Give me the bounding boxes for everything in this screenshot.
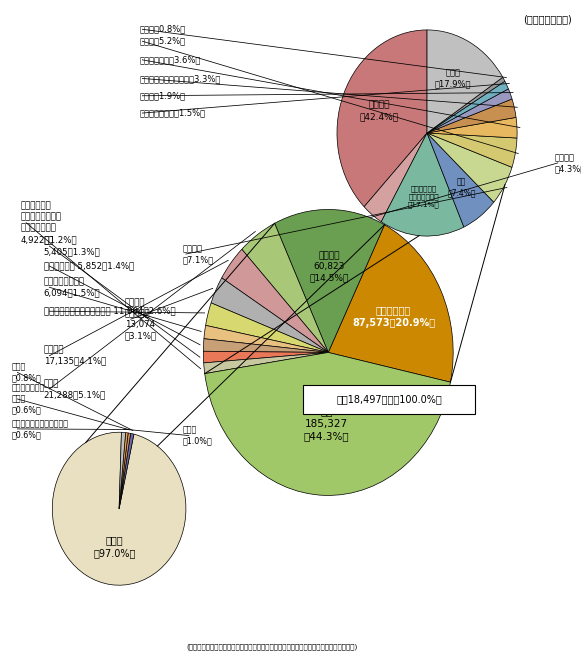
Wedge shape xyxy=(211,278,328,352)
Text: 鉱業
（7.4%）: 鉱業 （7.4%） xyxy=(447,177,476,198)
Wedge shape xyxy=(222,249,328,352)
Wedge shape xyxy=(381,133,464,236)
Wedge shape xyxy=(119,432,125,509)
Wedge shape xyxy=(427,77,505,133)
Wedge shape xyxy=(203,351,328,363)
Wedge shape xyxy=(427,133,517,168)
Text: 廃酸
5,405（1.3%）: 廃酸 5,405（1.3%） xyxy=(44,236,101,256)
Text: (単位：千ｔ／年): (単位：千ｔ／年) xyxy=(523,15,572,25)
Wedge shape xyxy=(427,99,516,133)
Text: 電気業（0.8%）: 電気業（0.8%） xyxy=(139,25,186,34)
Text: 化学工業
（7.1%）: 化学工業 （7.1%） xyxy=(183,244,214,264)
Wedge shape xyxy=(204,352,328,374)
Wedge shape xyxy=(119,434,134,509)
Text: 汚泥
185,327
（44.3%）: 汚泥 185,327 （44.3%） xyxy=(303,406,349,442)
Wedge shape xyxy=(119,433,128,509)
Text: がれき類
60,823
（14.5%）: がれき類 60,823 （14.5%） xyxy=(310,251,349,282)
Text: その他
（17.9%）: その他 （17.9%） xyxy=(435,68,471,88)
Text: その他
（1.0%）: その他 （1.0%） xyxy=(183,426,213,446)
Wedge shape xyxy=(427,133,512,202)
Text: (出典：環境省「産業廃棄物排出・処理状況調査報告書（平成１８年度実績）」より作成): (出典：環境省「産業廃棄物排出・処理状況調査報告書（平成１８年度実績）」より作成… xyxy=(186,644,357,650)
Text: 動物のふん尿
87,573（20.9%）: 動物のふん尿 87,573（20.9%） xyxy=(352,305,435,328)
Text: その他の
産業廃棄物
13,074
（3.1%）: その他の 産業廃棄物 13,074 （3.1%） xyxy=(125,298,157,340)
Text: 窯業・土石製品製造業（3.3%）: 窯業・土石製品製造業（3.3%） xyxy=(139,74,221,83)
Text: 鉄銖業（1.9%）: 鉄銖業（1.9%） xyxy=(139,91,185,100)
Wedge shape xyxy=(427,133,494,227)
Wedge shape xyxy=(427,81,508,133)
Text: 下水道業
（42.4%）: 下水道業 （42.4%） xyxy=(360,101,399,121)
Text: パルプ・紙・
紙加工品製造業
（17.1%）: パルプ・紙・ 紙加工品製造業 （17.1%） xyxy=(408,186,440,208)
Text: 建設業
（97.0%）: 建設業 （97.0%） xyxy=(94,535,136,558)
Text: 金属くず　　　　　　　　　 11,004（2.6%）: 金属くず 11,004（2.6%） xyxy=(44,307,175,316)
Text: 廃プラスチック類
6,094（1.5%）: 廃プラスチック類 6,094（1.5%） xyxy=(44,277,100,297)
Text: 建設業（5.2%）: 建設業（5.2%） xyxy=(139,37,185,46)
Wedge shape xyxy=(205,352,450,495)
Text: 鉱さい
21,288（5.1%）: 鉱さい 21,288（5.1%） xyxy=(44,379,106,399)
Wedge shape xyxy=(427,118,517,138)
Wedge shape xyxy=(427,30,503,133)
Text: 食料品製造業（3.6%）: 食料品製造業（3.6%） xyxy=(139,55,201,65)
Wedge shape xyxy=(204,325,328,352)
Text: 総訤18,497千ｔ（100.0%）: 総訤18,497千ｔ（100.0%） xyxy=(336,394,442,405)
Wedge shape xyxy=(328,225,453,382)
Wedge shape xyxy=(275,209,385,352)
Text: 上水道業
（4.3%）: 上水道業 （4.3%） xyxy=(555,153,581,173)
Wedge shape xyxy=(203,338,328,352)
Wedge shape xyxy=(119,433,131,509)
FancyBboxPatch shape xyxy=(303,385,475,414)
Wedge shape xyxy=(427,89,512,133)
Wedge shape xyxy=(242,223,328,352)
Text: 石油製品・石炭製品製造業
（0.6%）: 石油製品・石炭製品製造業 （0.6%） xyxy=(12,419,69,439)
Text: ばいじん
17,135（4.1%）: ばいじん 17,135（4.1%） xyxy=(44,346,106,366)
Text: 鉄銖業
（0.8%）: 鉄銖業 （0.8%） xyxy=(12,362,41,382)
Wedge shape xyxy=(337,30,427,207)
Text: 木くず　　　 5,852（1.4%）: 木くず 5,852（1.4%） xyxy=(44,261,134,271)
Wedge shape xyxy=(52,432,186,585)
Text: 非鉄金属製造業（1.5%）: 非鉄金属製造業（1.5%） xyxy=(139,108,206,118)
Text: 窯業・土石製品
製造業
（0.6%）: 窯業・土石製品 製造業 （0.6%） xyxy=(12,384,45,414)
Text: ガラスくず，
コンクリートくず
及び陶磁器くず
4,922（1.2%）: ガラスくず， コンクリートくず 及び陶磁器くず 4,922（1.2%） xyxy=(20,201,77,244)
Wedge shape xyxy=(364,133,427,221)
Wedge shape xyxy=(206,303,328,352)
